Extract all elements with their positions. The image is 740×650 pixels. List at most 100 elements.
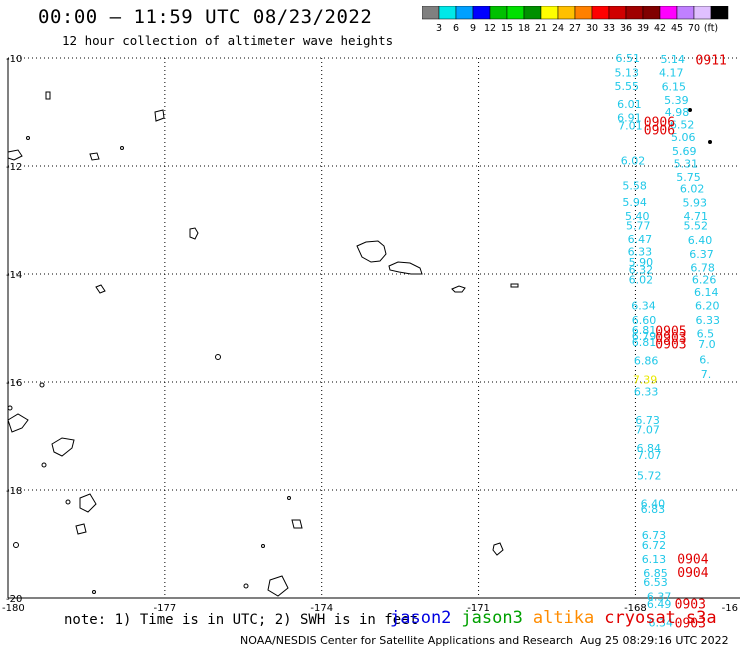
lat-tick-label: -20 <box>6 594 22 605</box>
wave-height-value: 7.07 <box>635 424 660 437</box>
wave-height-value: 6.02 <box>621 155 646 168</box>
islet <box>13 542 19 548</box>
islet <box>92 590 96 594</box>
colorbar-swatch <box>659 6 678 20</box>
colorbar-swatch <box>574 6 593 20</box>
wave-height-value: 5.90 <box>629 256 654 269</box>
wave-height-value: 5.58 <box>622 179 647 192</box>
track-time-label: 0906 <box>644 123 675 138</box>
island-futuna <box>95 284 106 294</box>
wave-height-value: 7.07 <box>637 449 662 462</box>
island-niue <box>492 542 504 556</box>
wave-height-value: 6.84 <box>636 442 661 455</box>
islet <box>708 140 712 144</box>
colorbar-label: 33 <box>603 23 615 34</box>
wave-height-value: 6.52 <box>670 118 695 131</box>
colorbar-label: (ft) <box>704 23 718 34</box>
colorbar-label: 30 <box>586 23 598 34</box>
island-tutuila <box>451 285 466 293</box>
wave-height-value: 5.39 <box>664 94 689 107</box>
legend-item-cryosat: cryosat <box>604 608 676 628</box>
islet <box>26 136 30 140</box>
colorbar-label: 24 <box>552 23 564 34</box>
track-time-label: 0906 <box>644 116 675 131</box>
islet <box>688 108 692 112</box>
page-title: 00:00 – 11:59 UTC 08/23/2022 <box>38 6 373 28</box>
islet <box>65 499 71 505</box>
track-time-label: 0904 <box>677 566 708 581</box>
islet <box>39 382 45 388</box>
colorbar-label: 15 <box>501 23 513 34</box>
wave-height-value: 6. <box>699 353 710 366</box>
island-fiji-c <box>79 493 97 513</box>
island-tonga-b <box>267 575 289 597</box>
wave-height-value: 5.69 <box>672 145 697 158</box>
wave-height-value: 5.13 <box>615 67 640 80</box>
island-samoa-upolu <box>388 261 423 275</box>
colorbar-label: 3 <box>436 23 442 34</box>
islet <box>287 496 291 500</box>
track-time-label: 0903 <box>655 331 686 346</box>
wave-height-value: 5.31 <box>674 157 699 170</box>
wave-height-value: 6.53 <box>643 576 668 589</box>
colorbar-label: 9 <box>470 23 476 34</box>
wave-height-value: 6.73 <box>642 529 667 542</box>
colorbar-label: 70 <box>688 23 700 34</box>
lat-tick-label: -18 <box>6 486 22 497</box>
lon-tick-label: -16 <box>722 603 738 614</box>
colorbar-swatch <box>625 6 644 20</box>
island-tuvalu-a <box>154 109 165 122</box>
wave-height-value: 6.34 <box>631 299 656 312</box>
map-grid <box>7 57 740 599</box>
island-tuvalu-c <box>7 149 23 161</box>
wave-height-value: 6.85 <box>643 567 668 580</box>
island-fiji-a <box>7 413 29 433</box>
colorbar-swatch <box>591 6 610 20</box>
colorbar-swatch <box>455 6 474 20</box>
wave-height-value: 6.14 <box>694 286 719 299</box>
wave-height-value: 5.94 <box>622 196 647 209</box>
wave-height-value: 4.17 <box>659 67 684 80</box>
islet <box>261 544 265 548</box>
colorbar-swatch <box>608 6 627 20</box>
wave-height-value: 6.40 <box>688 234 713 247</box>
wave-height-value: 6.13 <box>642 553 667 566</box>
wave-height-value: 6.79 <box>632 330 657 343</box>
wave-height-value: 4.98 <box>665 106 690 119</box>
legend-item-jason3: jason3 <box>461 608 523 628</box>
wave-height-value: 6.72 <box>642 539 667 552</box>
wave-height-value: 6.49 <box>647 598 672 611</box>
wave-height-value: 6.78 <box>690 262 715 275</box>
units-note: note: 1) Time is in UTC; 2) SWH is in fe… <box>64 612 419 628</box>
legend-item-altika: altika <box>532 608 595 628</box>
island-tonga-a <box>291 519 303 529</box>
wave-height-value: 6.81 <box>632 336 657 349</box>
island-samoa-savaii <box>356 240 387 263</box>
wave-height-value: 6.33 <box>696 314 721 327</box>
wave-height-value: 5.06 <box>671 131 696 144</box>
wave-height-value: 6.34 <box>649 616 674 629</box>
wave-height-value: 6.60 <box>632 314 657 327</box>
wave-height-value: 5.77 <box>626 219 651 232</box>
islet <box>120 146 124 150</box>
colorbar-swatch <box>472 6 491 20</box>
wave-height-value: 5.40 <box>625 210 650 223</box>
wave-height-value: 6.32 <box>629 264 654 277</box>
wave-height-value: 6.83 <box>641 503 666 516</box>
wave-height-values: 6.51 5.14 5.13 4.17 5.55 6.155.39 6.01 4.98 6.91… <box>615 52 721 629</box>
islet <box>7 405 13 411</box>
wave-height-value: 6.37 <box>647 590 672 603</box>
lon-tick-label: -168 <box>624 603 647 614</box>
footer-generated-time: Aug 25 08:29:16 UTC 2022 <box>580 634 729 647</box>
island-wallis <box>189 227 199 240</box>
track-time-label: 0911 <box>696 54 727 69</box>
colorbar-label: 12 <box>484 23 496 34</box>
colorbar-swatch <box>557 6 576 20</box>
track-time-label: 0905 <box>655 325 686 340</box>
wave-height-value: 6.47 <box>628 233 653 246</box>
colorbar-label: 39 <box>637 23 649 34</box>
wave-height-value: 6.86 <box>634 354 659 367</box>
wave-height-value: 6.01 <box>617 98 642 111</box>
lon-tick-label: -171 <box>467 603 490 614</box>
wave-height-value: 5.14 <box>661 53 686 66</box>
